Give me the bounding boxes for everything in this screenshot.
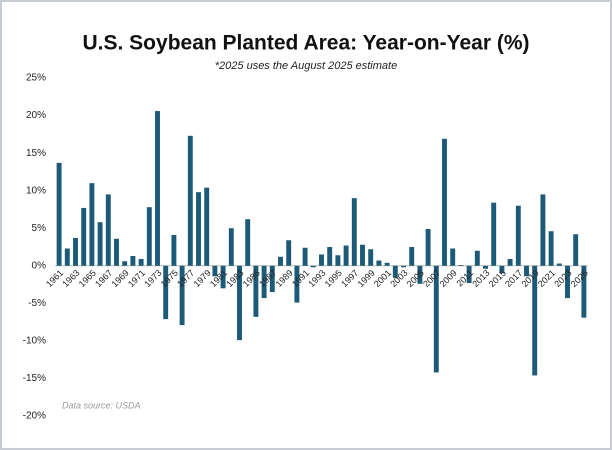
y-tick-label: -5% [28,298,46,309]
bar [237,265,242,341]
bar [122,261,128,266]
bar [548,231,554,266]
bar [155,111,160,266]
bar [179,265,185,326]
bar [417,265,423,284]
bar [532,265,538,376]
bar [401,265,406,268]
bar [556,263,562,266]
bar [458,265,464,266]
bar [294,265,300,303]
bar [220,265,226,289]
bar [499,265,505,274]
bar [138,259,144,266]
bar [319,254,324,266]
y-tick-label: 25% [26,73,46,84]
bar [286,240,292,266]
bar [245,219,251,266]
bar [351,198,357,266]
chart-title: U.S. Soybean Planted Area: Year-on-Year … [83,32,530,55]
bar [392,265,398,278]
y-tick-label: -10% [23,336,46,347]
bar [360,244,365,266]
bar [261,265,267,299]
bar [64,248,70,266]
y-tick-label: 0% [32,260,47,271]
bar [327,247,333,266]
bar [376,260,382,266]
bar [409,247,415,266]
bar [507,259,513,266]
bar [483,265,488,269]
bar [196,192,201,266]
y-tick-label: 10% [26,185,46,196]
source-note: Data source: USDA [62,400,141,410]
bar [278,256,283,266]
y-tick-label: 5% [32,223,47,234]
bar [105,194,111,266]
bar [187,135,193,266]
bar [56,162,62,266]
bar [565,265,570,299]
y-tick-label: -20% [23,411,46,422]
bar [97,222,103,266]
bar [524,265,529,277]
bar [442,138,447,266]
y-tick-label: -15% [23,373,46,384]
bar [466,265,472,284]
bar [204,187,210,266]
bar [310,265,316,268]
bar [425,228,431,266]
bar [81,207,87,266]
bar [228,228,234,266]
bar [433,265,439,373]
y-tick-label: 15% [26,148,46,159]
bar [474,250,480,266]
bar [540,194,546,266]
bar [130,256,136,266]
y-tick-label: 20% [26,110,46,121]
bar [146,207,152,266]
bar [581,265,587,318]
bar [269,265,275,293]
bar [368,249,374,266]
bar [491,202,497,266]
bar [384,262,390,266]
bar [89,183,95,266]
bar [573,234,579,266]
bar [253,265,259,317]
bar [163,265,169,320]
bar [515,205,521,266]
chart-subtitle: *2025 uses the August 2025 estimate [215,60,397,72]
bar [212,265,218,277]
bar [73,237,78,266]
bar [450,248,456,266]
bar [302,247,308,266]
bar [335,255,341,266]
bar [343,245,349,266]
bar [114,238,119,266]
bar [171,234,177,266]
